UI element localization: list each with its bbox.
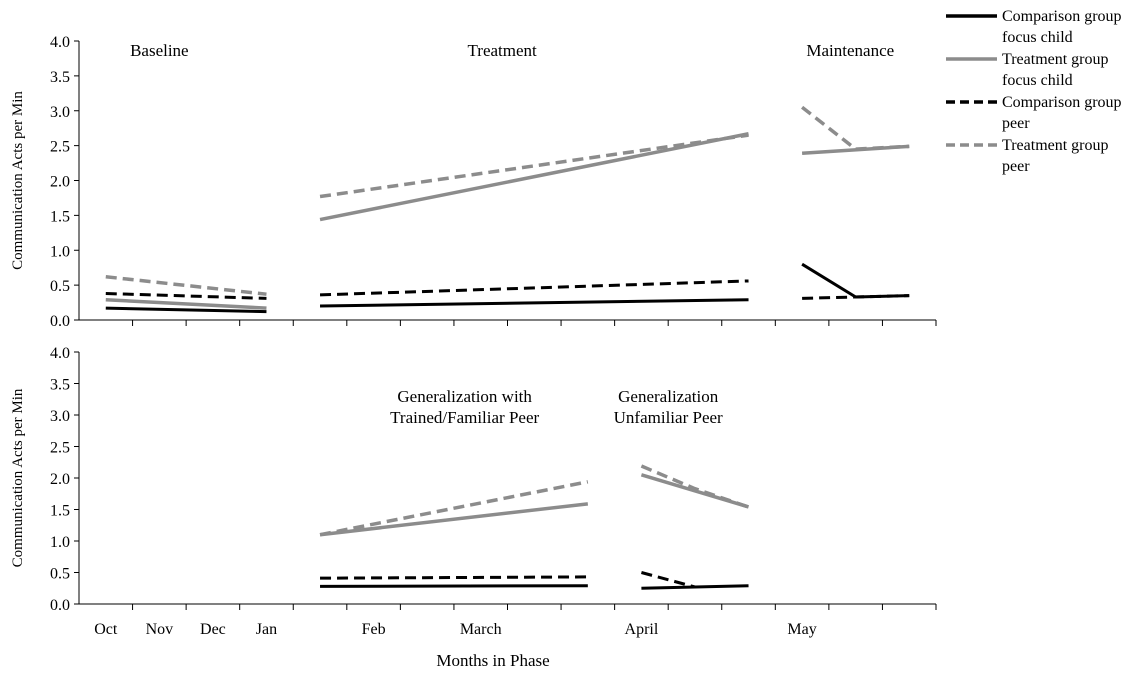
legend: Comparison group focus child Treatment gro… <box>946 8 1122 175</box>
phase-label: Baseline <box>130 41 189 60</box>
series-line-comparison-focus <box>320 584 588 588</box>
series-line-treatment-peer <box>801 105 910 151</box>
series-line-comparison-focus <box>801 262 910 299</box>
panel-2: 0.0 0.5 1.0 1.5 2.0 2.5 3.0 3.5 4.0 Communication… <box>10 345 937 614</box>
legend-label: peer <box>1002 115 1030 132</box>
series-line-treatment-peer <box>319 480 589 537</box>
x-tick-label: March <box>460 621 502 638</box>
series-line-comparison-focus <box>320 298 749 308</box>
y-tick-label: 1.0 <box>50 243 70 260</box>
y-tick-label: 4.0 <box>50 34 70 51</box>
legend-label: focus child <box>1002 29 1073 46</box>
y-tick-label: 3.5 <box>50 69 70 86</box>
phase-label: Generalization <box>618 387 719 406</box>
y-axis-title: Communication Acts per Min <box>10 388 26 567</box>
phase-label: Treatment <box>468 41 538 60</box>
series-line-comparison-peer <box>105 291 267 300</box>
legend-label: peer <box>1002 158 1030 175</box>
y-tick-label: 0.5 <box>50 278 70 295</box>
y-tick-label: 1.5 <box>50 208 70 225</box>
x-axis: Oct Nov Dec Jan Feb March April May <box>94 621 817 638</box>
y-tick-label: 2.5 <box>50 440 70 457</box>
x-tick-label: Jan <box>256 621 277 638</box>
series-line-treatment-focus <box>319 132 749 222</box>
y-tick-label: 1.5 <box>50 503 70 520</box>
series-line-treatment-focus <box>105 298 267 310</box>
y-tick-label: 4.0 <box>50 345 70 362</box>
legend-label: Treatment group <box>1002 51 1109 68</box>
panel-1: 0.0 0.5 1.0 1.5 2.0 2.5 3.0 3.5 4.0 Communication… <box>10 34 937 330</box>
x-tick-label: May <box>787 621 816 638</box>
legend-label: Treatment group <box>1002 137 1109 154</box>
y-tick-label: 0.0 <box>50 597 70 614</box>
y-tick-label: 3.0 <box>50 104 70 121</box>
y-tick-label: 1.0 <box>50 534 70 551</box>
x-tick-label: Oct <box>94 621 118 638</box>
phase-label: Maintenance <box>806 41 894 60</box>
y-tick-label: 2.0 <box>50 471 70 488</box>
y-tick-label: 2.5 <box>50 139 70 156</box>
series-line-comparison-peer <box>802 294 910 300</box>
y-axis-title: Communication Acts per Min <box>10 91 26 270</box>
y-tick-label: 2.0 <box>50 174 70 191</box>
phase-label: Trained/Familiar Peer <box>390 408 539 427</box>
x-tick-label: Nov <box>146 621 174 638</box>
y-tick-label: 3.0 <box>50 408 70 425</box>
y-tick-label: 0.5 <box>50 566 70 583</box>
legend-label: focus child <box>1002 72 1073 89</box>
x-axis-title: Months in Phase <box>436 651 549 670</box>
x-tick-label: Feb <box>362 621 386 638</box>
series-line-treatment-focus <box>801 144 910 156</box>
x-tick-label: Dec <box>200 621 226 638</box>
series-line-comparison-focus <box>105 306 267 314</box>
y-tick-label: 3.5 <box>50 377 70 394</box>
series-line-treatment-focus <box>640 473 750 509</box>
series-line-comparison-peer <box>641 571 696 589</box>
y-tick-label: 0.0 <box>50 313 70 330</box>
phase-label: Unfamiliar Peer <box>614 408 723 427</box>
panels-layer: 0.0 0.5 1.0 1.5 2.0 2.5 3.0 3.5 4.0 Communication… <box>10 34 937 614</box>
series-line-treatment-focus <box>319 502 589 537</box>
series-line-treatment-peer <box>319 133 749 199</box>
series-line-comparison-peer <box>320 575 588 580</box>
series-line-treatment-peer <box>105 275 267 296</box>
legend-label: Comparison group <box>1002 8 1122 25</box>
x-tick-label: April <box>625 621 659 638</box>
legend-label: Comparison group <box>1002 94 1122 111</box>
phase-label: Generalization with <box>397 387 532 406</box>
series-line-comparison-peer <box>319 279 749 297</box>
series-line-comparison-focus <box>641 584 749 590</box>
